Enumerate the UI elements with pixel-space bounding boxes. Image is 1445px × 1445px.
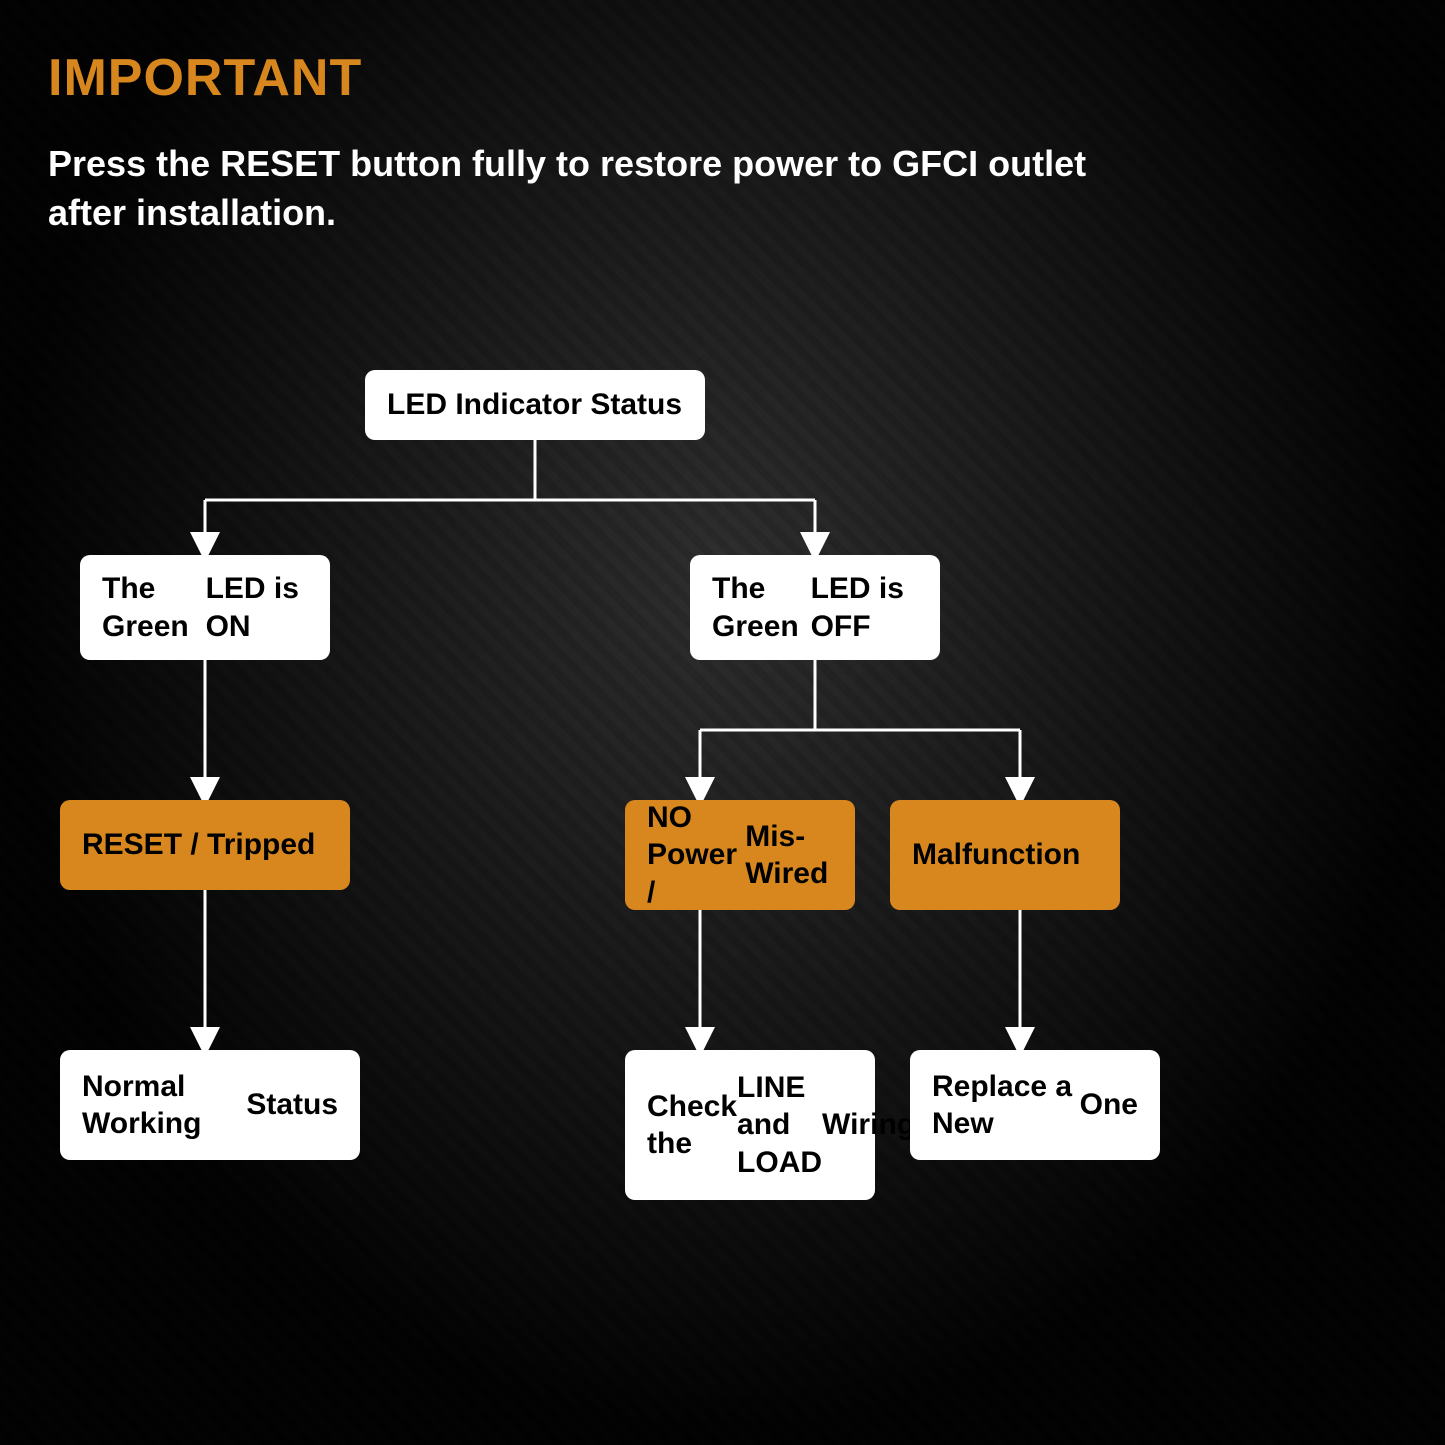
node-check: Check theLINE and LOADWiring [625, 1050, 875, 1200]
instruction-text: Press the RESET button fully to restore … [48, 140, 1128, 237]
node-nopower: NO Power /Mis-Wired [625, 800, 855, 910]
node-replace: Replace a NewOne [910, 1050, 1160, 1160]
node-led-off: The GreenLED is OFF [690, 555, 940, 660]
node-root: LED Indicator Status [365, 370, 705, 440]
heading-important: IMPORTANT [48, 48, 362, 108]
node-malfunction: Malfunction [890, 800, 1120, 910]
node-reset: RESET / Tripped [60, 800, 350, 890]
node-led-on: The GreenLED is ON [80, 555, 330, 660]
node-normal: Normal WorkingStatus [60, 1050, 360, 1160]
